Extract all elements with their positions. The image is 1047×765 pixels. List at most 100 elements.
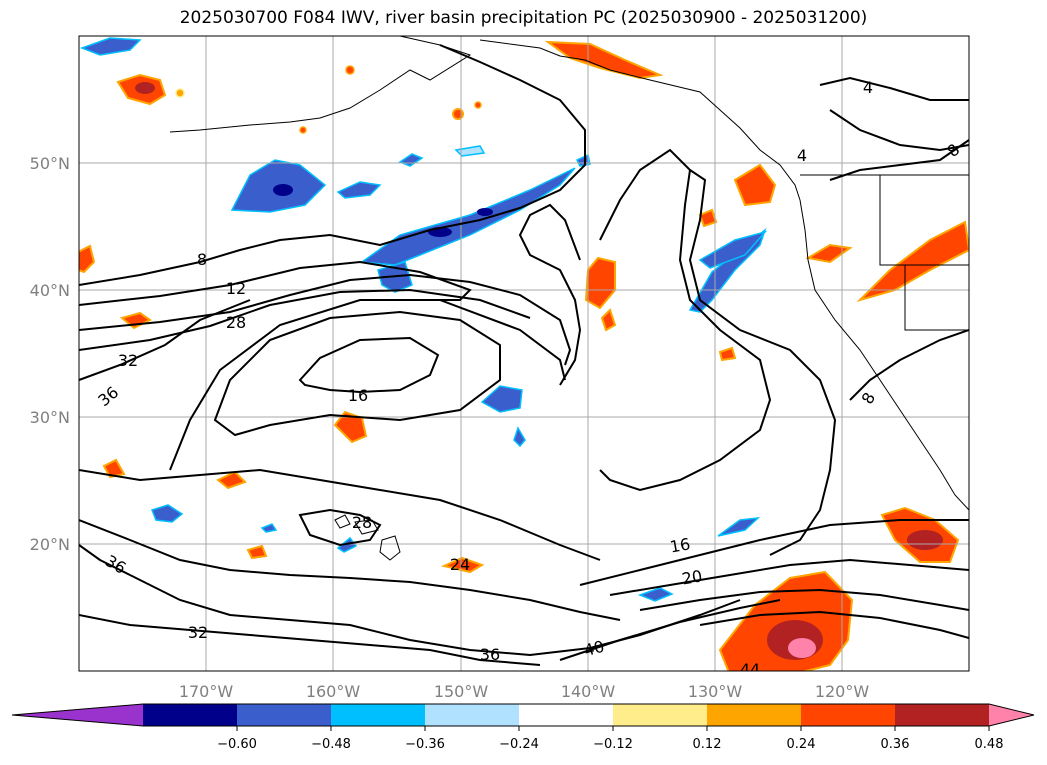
latitude-labels: 50°N 40°N 30°N 20°N xyxy=(30,154,70,554)
lon-label-160w: 160°W xyxy=(306,682,361,701)
iwv-contour-32-south xyxy=(79,614,541,666)
contour-label: 12 xyxy=(226,279,246,298)
map-panel xyxy=(79,36,969,671)
iwv-contour-8-coast xyxy=(829,139,969,401)
positive-patch xyxy=(718,346,737,362)
negative-patch xyxy=(454,145,486,157)
colorbar-extend-low xyxy=(12,704,143,726)
colorbar-ticks: −0.60 −0.48 −0.36 −0.24 −0.12 0.12 0.24 0.36 0.4… xyxy=(217,726,1004,752)
contour-label: 32 xyxy=(118,351,138,370)
iwv-contour-16-east xyxy=(579,519,969,586)
positive-patch xyxy=(216,470,247,490)
contour-label: 28 xyxy=(352,513,372,532)
iwv-contour-28 xyxy=(79,273,572,366)
lat-label-50n: 50°N xyxy=(30,154,70,173)
iwv-contour-40 xyxy=(559,599,781,661)
negative-patch xyxy=(637,587,674,602)
colorbar-segment xyxy=(895,704,990,726)
colorbar-segment xyxy=(801,704,896,726)
positive-patch xyxy=(600,308,617,332)
iwv-contour-24-loop xyxy=(169,299,566,471)
colorbar-tick-label: −0.36 xyxy=(405,737,445,752)
lon-label-140w: 140°W xyxy=(561,682,616,701)
contour-label: 8 xyxy=(197,250,207,269)
positive-core xyxy=(907,530,943,550)
positive-patch xyxy=(733,163,777,207)
positive-patch xyxy=(246,544,268,560)
colorbar-tick-label: −0.48 xyxy=(311,737,351,752)
lon-label-150w: 150°W xyxy=(434,682,489,701)
hawaii-islands xyxy=(334,514,401,561)
negative-patch xyxy=(698,230,768,269)
negative-patch xyxy=(480,385,523,413)
positive-dot xyxy=(474,101,482,109)
colorbar xyxy=(11,703,1035,727)
contour-label: 16 xyxy=(668,534,691,556)
iwv-contour-south-2 xyxy=(79,519,621,621)
alaska-coast xyxy=(169,36,801,201)
lon-label-130w: 130°W xyxy=(688,682,743,701)
positive-patch xyxy=(333,410,368,444)
iwv-contour-4 xyxy=(819,76,969,152)
contour-label: 20 xyxy=(680,566,703,588)
negative-core xyxy=(273,184,293,196)
us-state-boundary xyxy=(879,175,969,331)
negative-patch xyxy=(260,523,278,533)
colorbar-tick-label: 0.36 xyxy=(881,737,910,752)
colorbar-tick-label: −0.12 xyxy=(593,737,633,752)
colorbar-segment xyxy=(143,704,238,726)
coastlines xyxy=(169,36,969,561)
positive-patch xyxy=(544,40,664,80)
colorbar-segment xyxy=(331,704,426,726)
iwv-contour-big-trough xyxy=(518,148,772,492)
contour-label: 4 xyxy=(797,146,807,165)
negative-patch xyxy=(513,426,526,448)
negative-patch xyxy=(79,37,142,56)
colorbar-tick-label: 0.48 xyxy=(975,737,1004,752)
positive-patch xyxy=(698,208,718,228)
negative-patch xyxy=(717,517,761,537)
iwv-contour-east-3 xyxy=(639,588,969,611)
longitude-labels: 170°W 160°W 150°W 140°W 130°W 120°W xyxy=(179,682,870,701)
map-frame xyxy=(78,35,970,672)
colorbar-segment xyxy=(613,704,708,726)
colorbar-segment xyxy=(519,704,614,726)
contour-label: 4 xyxy=(863,78,873,97)
contour-label: 24 xyxy=(450,555,470,574)
positive-core xyxy=(135,82,155,94)
lat-label-40n: 40°N xyxy=(30,281,70,300)
colorbar-segment xyxy=(425,704,520,726)
negative-patch xyxy=(336,181,382,199)
lon-label-170w: 170°W xyxy=(179,682,234,701)
positive-patch xyxy=(102,458,126,479)
colorbar-tick-label: −0.60 xyxy=(217,737,257,752)
iwv-contour-south-1 xyxy=(79,468,601,561)
negative-patch xyxy=(359,167,576,266)
lat-label-20n: 20°N xyxy=(30,535,70,554)
precipitation-pc-shading xyxy=(79,37,969,671)
colorbar-segment xyxy=(707,704,802,726)
colorbar-tick-label: 0.24 xyxy=(787,737,816,752)
positive-dot xyxy=(299,126,307,134)
lon-label-120w: 120°W xyxy=(815,682,870,701)
contour-label: 16 xyxy=(348,386,368,405)
negative-patch xyxy=(336,536,358,553)
iwv-contour-hawaii-28 xyxy=(298,508,382,547)
iwv-contour-36-west xyxy=(79,299,251,381)
contour-label: 40 xyxy=(582,637,607,661)
contour-label: 44 xyxy=(740,660,760,679)
colorbar-tick-label: −0.24 xyxy=(499,737,539,752)
iwv-contour-16-loop xyxy=(298,336,440,394)
contour-label: 36 xyxy=(480,645,500,664)
contour-label: 32 xyxy=(188,623,208,642)
colorbar-segment xyxy=(237,704,332,726)
positive-patch xyxy=(805,243,853,264)
iwv-contour-east-wave xyxy=(688,169,837,556)
positive-core xyxy=(788,638,816,658)
iwv-contour-8-north xyxy=(79,44,586,286)
positive-dot xyxy=(175,88,185,98)
colorbar-tick-label: 0.12 xyxy=(693,737,722,752)
iwv-contour-20-east xyxy=(609,558,969,596)
iwv-contours xyxy=(79,44,969,666)
